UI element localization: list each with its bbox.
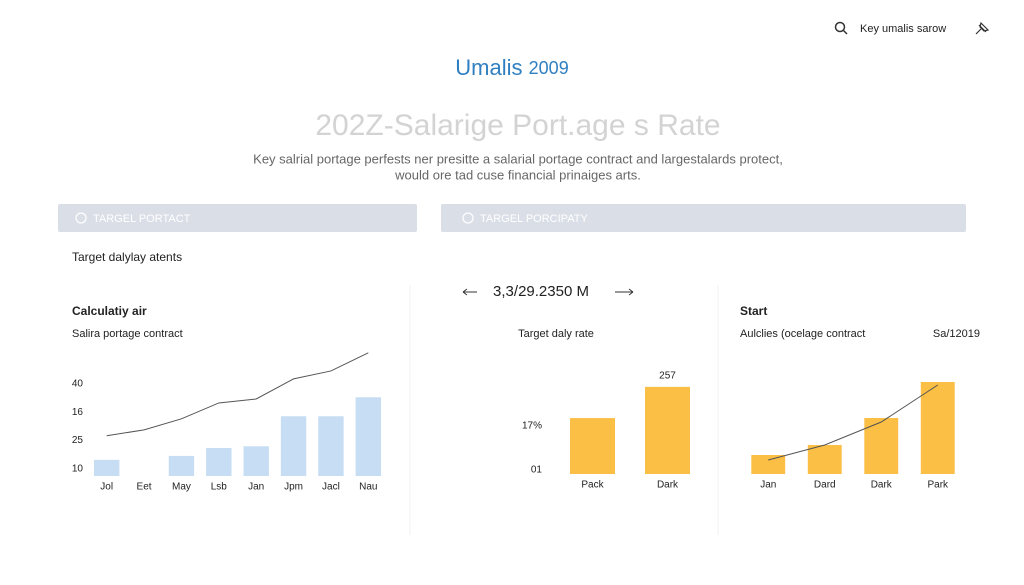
- icon-circle: [834, 21, 846, 33]
- y-tick-label: 17%: [522, 421, 542, 432]
- y-tick-label: 25: [72, 435, 84, 446]
- chart-subtitle: Aulclies (ocelage contract: [740, 328, 865, 340]
- bar: [645, 386, 690, 474]
- x-tick-label: Pack: [581, 480, 604, 491]
- y-tick-label: 10: [72, 464, 84, 475]
- x-tick-label: Eet: [137, 482, 152, 493]
- hero-subtitle: Key salrial portage perfests ner presitt…: [253, 151, 783, 166]
- x-tick-label: Lsb: [211, 482, 228, 493]
- bar: [93, 459, 120, 476]
- icon-handle: [842, 29, 848, 35]
- bar: [168, 455, 195, 476]
- x-tick-label: Jan: [760, 480, 776, 491]
- y-tick-label: 01: [531, 465, 543, 476]
- range-label: 3,3/29.2350 M: [493, 283, 589, 300]
- chart-subtitle: Salira portage contract: [72, 328, 183, 340]
- bar: [243, 446, 269, 476]
- bar: [206, 447, 232, 476]
- brand-name: Umalis: [455, 55, 522, 80]
- bar: [807, 445, 842, 474]
- tab-icon: [75, 212, 87, 224]
- x-tick-label: Park: [927, 480, 949, 491]
- x-tick-label: Jol: [100, 482, 113, 493]
- hero-title: 202Z-Salarige Port.age s Rate: [315, 109, 720, 142]
- chart-title: Start: [740, 304, 767, 318]
- section-label: Target dalylay atents: [72, 250, 182, 264]
- search-text[interactable]: Key umalis sarow: [860, 23, 946, 35]
- hero-subtitle: would ore tad cuse financial prinaiges a…: [394, 167, 641, 182]
- x-tick-label: Dark: [871, 480, 893, 491]
- x-tick-label: Jpm: [284, 482, 303, 493]
- arrow-right[interactable]: [615, 288, 634, 296]
- y-tick-label: 16: [72, 407, 84, 418]
- x-tick-label: Dard: [814, 480, 836, 491]
- x-tick-label: Nau: [359, 482, 377, 493]
- x-tick-label: Jan: [248, 482, 264, 493]
- line: [106, 352, 369, 437]
- chart-title: Target daly rate: [518, 328, 594, 340]
- tab-icon: [462, 212, 474, 224]
- tab-label[interactable]: TARGEL PORTACT: [93, 213, 191, 225]
- x-tick-label: May: [172, 482, 191, 493]
- brand: Umalis 2009: [455, 55, 568, 80]
- brand-year: 2009: [529, 58, 569, 78]
- bar: [864, 418, 899, 474]
- pin-icon[interactable]: [975, 21, 990, 35]
- line: [768, 384, 939, 461]
- arrow-left[interactable]: [462, 288, 477, 296]
- bar: [280, 416, 307, 476]
- bar: [355, 397, 382, 476]
- x-tick-label: Dark: [657, 480, 679, 491]
- search-icon[interactable]: [834, 21, 848, 35]
- bar: [751, 455, 786, 474]
- y-tick-label: 40: [72, 379, 84, 390]
- tab[interactable]: [441, 204, 966, 232]
- chart-title: Calculatiy air: [72, 304, 147, 318]
- tab-label[interactable]: TARGEL PORCIPATY: [480, 213, 588, 225]
- bar: [920, 382, 955, 474]
- bar: [318, 416, 344, 476]
- chart-note: Sa/12019: [933, 328, 980, 340]
- tab[interactable]: [58, 204, 417, 232]
- data-label: 257: [659, 371, 676, 382]
- bar: [570, 418, 615, 474]
- x-tick-label: Jacl: [322, 482, 340, 493]
